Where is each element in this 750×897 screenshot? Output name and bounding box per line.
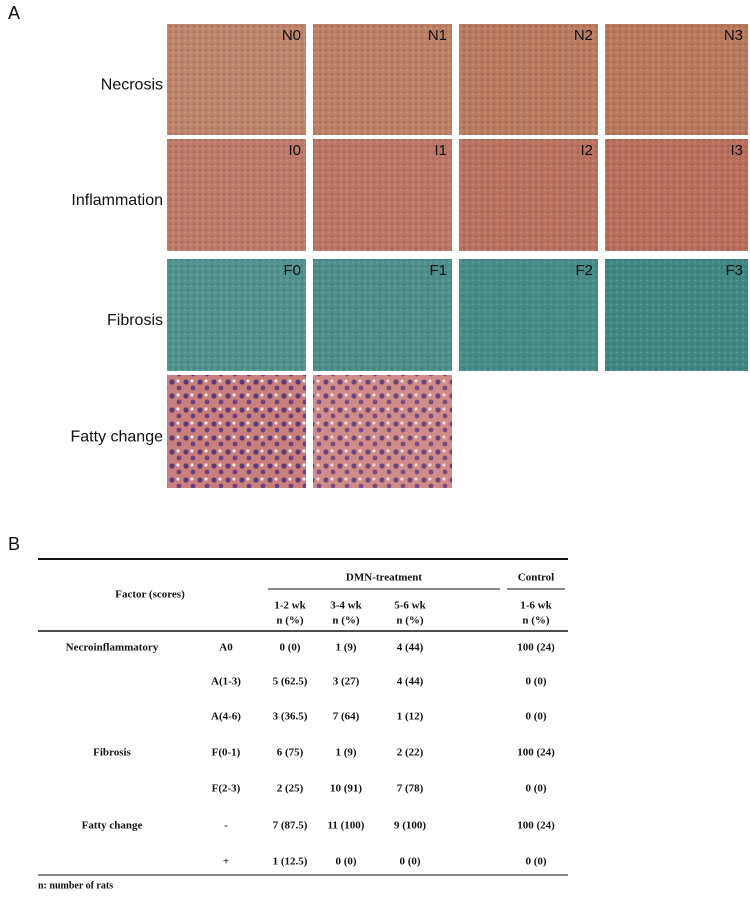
micrograph-texture — [313, 375, 452, 488]
table-cell: Fibrosis — [93, 747, 131, 759]
table-cell: 7 (78) — [397, 783, 424, 795]
table-cell: 2 (22) — [397, 747, 424, 759]
table-cell: 7 (87.5) — [273, 820, 308, 832]
micrograph-texture — [313, 139, 452, 251]
row-label: Inflammation — [71, 192, 163, 209]
table-cell: 1 (9) — [335, 642, 356, 654]
header-cell: 1-2 wk — [274, 600, 306, 612]
table-cell: 1 (12.5) — [273, 856, 308, 868]
table-cell: A0 — [219, 642, 233, 654]
header-cell: n (%) — [332, 615, 360, 627]
table-cell: F(0-1) — [212, 747, 241, 759]
table-cell: 0 (0) — [335, 856, 356, 868]
micrograph-texture — [167, 139, 306, 251]
row-label: Fatty change — [71, 429, 164, 446]
table-cell: 10 (91) — [330, 783, 362, 795]
table-cell: 4 (44) — [397, 676, 424, 688]
panel-label: A — [8, 3, 20, 23]
micrograph-texture — [167, 375, 306, 488]
table-cell: Fatty change — [82, 820, 143, 832]
header-cell: Control — [518, 572, 554, 584]
micrograph-texture — [605, 139, 748, 251]
table-cell: Necroinflammatory — [66, 642, 159, 654]
table-cell: 100 (24) — [517, 642, 555, 654]
micrograph-texture — [605, 24, 748, 135]
micrograph-texture — [459, 139, 598, 251]
table-cell: 5 (62.5) — [273, 676, 308, 688]
micrograph-texture — [459, 259, 598, 371]
tile-label: N1 — [428, 27, 447, 44]
header-cell: 5-6 wk — [394, 600, 426, 612]
table-cell: 2 (25) — [277, 783, 304, 795]
header-cell: DMN-treatment — [346, 572, 422, 584]
table-cell: F(2-3) — [212, 783, 241, 795]
header-cell: 1-6 wk — [520, 600, 552, 612]
table-cell: 3 (27) — [333, 676, 360, 688]
tile-label: N2 — [574, 27, 593, 44]
micrograph-texture — [167, 259, 306, 371]
header-cell: n (%) — [522, 615, 550, 627]
table-cell: - — [224, 820, 228, 832]
table-cell: A(1-3) — [211, 676, 241, 688]
table-cell: 6 (75) — [277, 747, 304, 759]
tile-label: N0 — [282, 27, 301, 44]
micrograph-texture — [167, 24, 306, 135]
header-cell: Factor (scores) — [115, 589, 185, 601]
tile-label: F0 — [283, 262, 301, 279]
panel-label: B — [8, 534, 20, 554]
tile-label: N3 — [724, 27, 743, 44]
table-cell: 0 (0) — [525, 856, 546, 868]
table-cell: 0 (0) — [279, 642, 300, 654]
tile-label: I2 — [580, 142, 593, 159]
table-cell: A(4-6) — [211, 711, 241, 723]
micrograph-texture — [313, 24, 452, 135]
header-cell: n (%) — [396, 615, 424, 627]
row-label: Fibrosis — [107, 312, 163, 329]
table-cell: 7 (64) — [333, 711, 360, 723]
tile-label: F2 — [575, 262, 593, 279]
tile-label: I3 — [730, 142, 743, 159]
tile-label: I1 — [434, 142, 447, 159]
table-cell: 4 (44) — [397, 642, 424, 654]
table-cell: 100 (24) — [517, 820, 555, 832]
tile-label: F1 — [429, 262, 447, 279]
header-cell: n (%) — [276, 615, 304, 627]
header-cell: 3-4 wk — [330, 600, 362, 612]
table-cell: 11 (100) — [328, 820, 365, 832]
table-cell: 0 (0) — [525, 676, 546, 688]
micrograph-texture — [313, 259, 452, 371]
micrograph-texture — [605, 259, 748, 371]
table-cell: 0 (0) — [525, 783, 546, 795]
tile-label: F3 — [725, 262, 743, 279]
table-cell: 9 (100) — [394, 820, 426, 832]
fatty-tiles — [167, 375, 452, 488]
table-cell: 3 (36.5) — [273, 711, 308, 723]
table-cell: 100 (24) — [517, 747, 555, 759]
table-cell: 1 (9) — [335, 747, 356, 759]
micrograph-texture — [459, 24, 598, 135]
table-cell: 0 (0) — [525, 711, 546, 723]
footnote: n: number of rats — [38, 880, 113, 891]
table-cell: 0 (0) — [399, 856, 420, 868]
table-cell: + — [223, 856, 229, 868]
table-cell: 1 (12) — [397, 711, 424, 723]
row-label: Necrosis — [101, 77, 163, 94]
tile-label: I0 — [288, 142, 301, 159]
